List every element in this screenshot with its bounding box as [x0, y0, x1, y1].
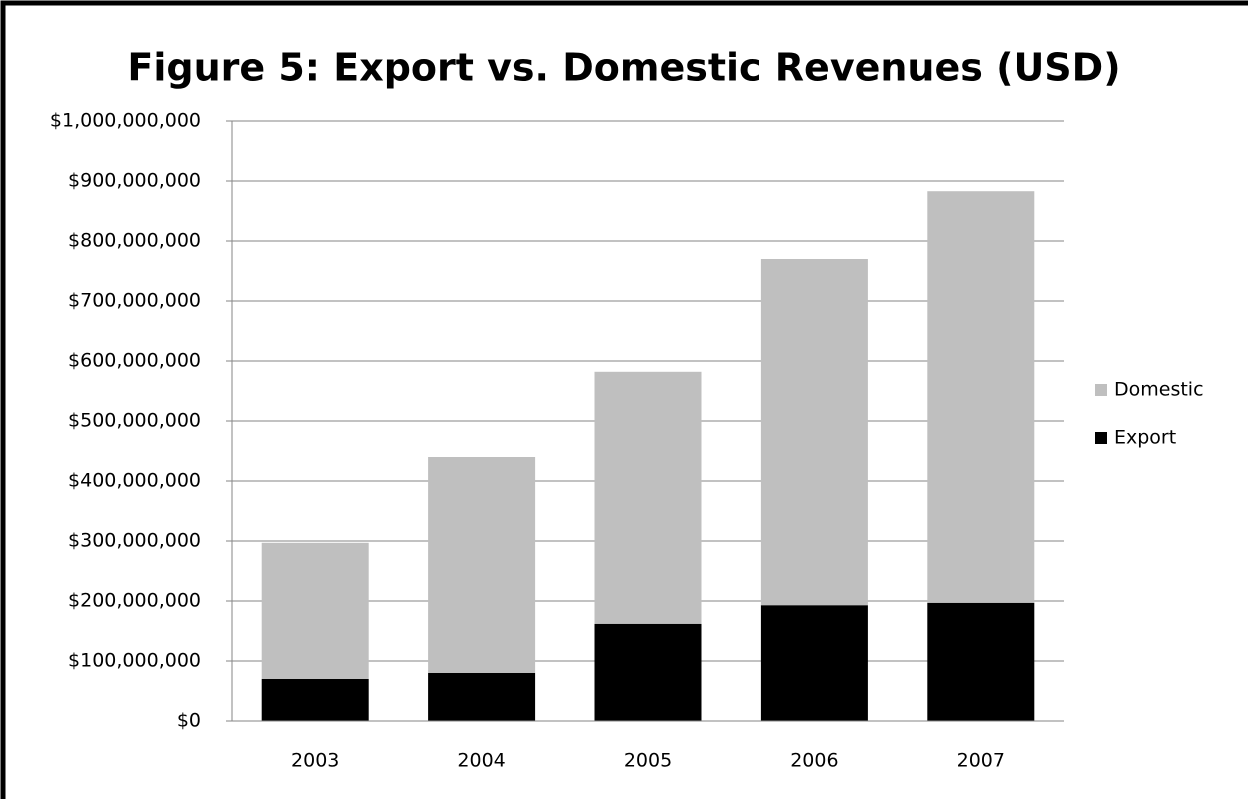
x-tick-label: 2004 [457, 750, 505, 772]
bar-segment [760, 259, 868, 606]
x-tick-label: 2006 [790, 750, 838, 772]
legend-label: Export [1114, 427, 1176, 449]
y-tick-label: $900,000,000 [68, 170, 201, 192]
x-tick-label: 2007 [957, 750, 1005, 772]
x-tick-label: 2003 [291, 750, 339, 772]
bar-segment [261, 679, 369, 721]
legend-label: Domestic [1114, 379, 1204, 401]
y-tick-label: $0 [177, 710, 201, 732]
bar-segment [760, 605, 868, 721]
y-tick-label: $1,000,000,000 [50, 110, 201, 132]
y-tick-label: $200,000,000 [68, 590, 201, 612]
x-tick-label: 2005 [624, 750, 672, 772]
y-tick-label: $300,000,000 [68, 530, 201, 552]
bar-segment [261, 542, 369, 679]
y-tick-label: $700,000,000 [68, 290, 201, 312]
legend-swatch [1095, 432, 1107, 444]
y-tick-label: $500,000,000 [68, 410, 201, 432]
legend-swatch [1095, 384, 1107, 396]
y-tick-label: $600,000,000 [68, 350, 201, 372]
bar-segment [428, 457, 536, 673]
bar-segment [927, 191, 1035, 603]
bar-segment [428, 673, 536, 721]
chart-title: Figure 5: Export vs. Domestic Revenues (… [127, 46, 1120, 90]
bar-segment [594, 371, 702, 624]
y-tick-label: $800,000,000 [68, 230, 201, 252]
y-tick-label: $100,000,000 [68, 650, 201, 672]
y-tick-label: $400,000,000 [68, 470, 201, 492]
bar-segment [927, 602, 1035, 721]
bar-segment [594, 623, 702, 721]
